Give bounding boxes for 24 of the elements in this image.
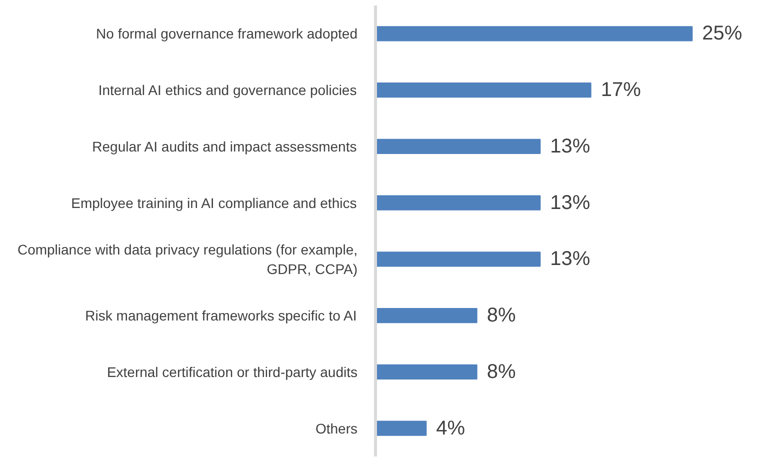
bar [376, 308, 478, 324]
data-label: 13% [550, 248, 590, 270]
bar [376, 364, 478, 380]
y-tick-label: Employee training in AI compliance and ethics [71, 194, 357, 211]
bar [376, 195, 541, 210]
y-tick-label: External certification or third-party audits [106, 364, 358, 380]
bar [376, 252, 541, 267]
data-label: 13% [550, 192, 590, 214]
data-label: 4% [436, 417, 466, 440]
data-label: 8% [486, 304, 516, 327]
data-label: 17% [600, 79, 642, 102]
data-label: 13% [550, 135, 590, 158]
bar [376, 82, 592, 98]
y-tick-label: Regular AI audits and impact assessments [92, 138, 357, 154]
y-tick-label: Others [315, 420, 358, 436]
y-tick-label: No formal governance framework adopted [96, 26, 358, 42]
bar [376, 138, 541, 154]
bar [376, 420, 427, 436]
y-tick-label: Risk management frameworks specific to AI [85, 308, 357, 324]
y-tick-label: Internal AI ethics and governance policies [98, 82, 357, 98]
data-label: 8% [486, 360, 516, 383]
y-tick-label: Compliance with data privacy regulations (for example, GDPR, CCPA) [17, 242, 358, 277]
bar [376, 26, 693, 42]
data-label: 25% [702, 22, 742, 45]
